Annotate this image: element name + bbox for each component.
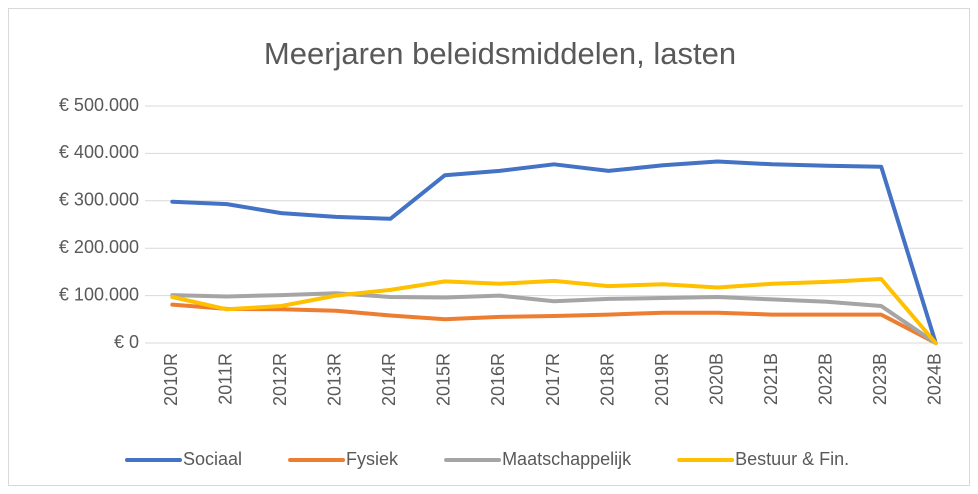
x-tick-label: 2010R bbox=[161, 353, 181, 406]
series-line bbox=[170, 291, 938, 345]
y-tick-label: € 0 bbox=[114, 332, 139, 352]
y-tick-label: € 300.000 bbox=[59, 190, 139, 210]
x-tick-label: 2016R bbox=[488, 353, 508, 406]
series-line bbox=[170, 302, 938, 345]
x-tick-label: 2015R bbox=[434, 353, 454, 406]
legend-label: Bestuur & Fin. bbox=[735, 449, 849, 469]
x-tick-label: 2020B bbox=[706, 353, 726, 405]
y-tick-label: € 100.000 bbox=[59, 284, 139, 304]
series-line bbox=[170, 277, 938, 345]
chart-frame bbox=[8, 8, 970, 486]
x-tick-label: 2021B bbox=[761, 353, 781, 405]
x-tick-label: 2011R bbox=[216, 353, 236, 405]
y-tick-label: € 500.000 bbox=[59, 95, 139, 115]
x-tick-label: 2017R bbox=[543, 353, 563, 406]
legend-label: Maatschappelijk bbox=[502, 449, 632, 469]
x-tick-label: 2024B bbox=[924, 353, 944, 405]
legend-label: Sociaal bbox=[183, 449, 242, 469]
series-line bbox=[170, 159, 938, 345]
legend-label: Fysiek bbox=[346, 449, 399, 469]
y-tick-label: € 400.000 bbox=[59, 142, 139, 162]
y-tick-label: € 200.000 bbox=[59, 237, 139, 257]
x-tick-label: 2019R bbox=[652, 353, 672, 406]
x-tick-label: 2023B bbox=[870, 353, 890, 405]
x-tick-label: 2018R bbox=[597, 353, 617, 406]
x-tick-label: 2022B bbox=[815, 353, 835, 405]
x-tick-label: 2014R bbox=[379, 353, 399, 406]
x-tick-label: 2013R bbox=[325, 353, 345, 406]
chart-title: Meerjaren beleidsmiddelen, lasten bbox=[264, 36, 736, 71]
x-tick-label: 2012R bbox=[270, 353, 290, 406]
